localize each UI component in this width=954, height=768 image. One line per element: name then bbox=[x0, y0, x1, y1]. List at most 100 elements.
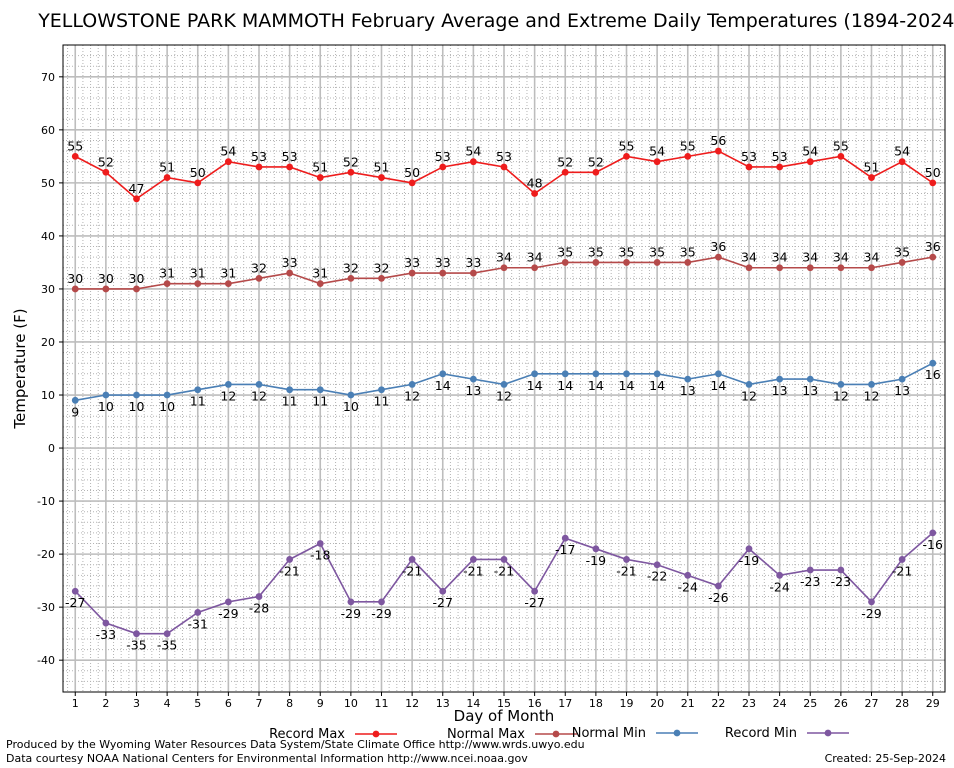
data-point-record-max bbox=[592, 168, 600, 176]
x-tick-label: 9 bbox=[317, 697, 324, 710]
data-label-record-max: 51 bbox=[374, 160, 390, 175]
data-label-record-min: -33 bbox=[96, 627, 116, 642]
data-point-normal-min bbox=[255, 381, 263, 388]
data-point-record-min bbox=[347, 598, 355, 606]
data-label-normal-min: 13 bbox=[802, 383, 818, 398]
data-label-normal-min: 11 bbox=[282, 394, 298, 409]
y-tick-label: 20 bbox=[41, 336, 55, 349]
x-tick-label: 5 bbox=[194, 697, 201, 710]
data-label-normal-max: 33 bbox=[404, 255, 420, 270]
data-label-record-max: 50 bbox=[404, 165, 420, 180]
x-tick-label: 18 bbox=[589, 697, 603, 710]
data-label-record-max: 51 bbox=[864, 160, 880, 175]
series-record-min: -27 -33 -35 -35 -31 -29 -28 -21 -18 -29 -29 -21 -27 -… bbox=[65, 529, 943, 653]
data-label-record-min: -29 bbox=[371, 606, 391, 621]
y-tick-label: 60 bbox=[41, 124, 55, 137]
data-point-normal-min bbox=[439, 370, 447, 378]
data-point-normal-min bbox=[224, 381, 232, 388]
data-label-record-max: 53 bbox=[251, 149, 267, 164]
data-label-record-max: 53 bbox=[282, 149, 298, 164]
data-label-record-min: -22 bbox=[647, 569, 667, 584]
data-point-record-max bbox=[868, 174, 875, 181]
data-point-normal-min bbox=[316, 386, 324, 394]
data-point-record-max bbox=[408, 179, 416, 187]
data-point-record-max bbox=[378, 174, 385, 181]
data-label-normal-min: 14 bbox=[557, 378, 573, 393]
data-label-record-min: -21 bbox=[892, 563, 912, 578]
data-label-normal-max: 31 bbox=[159, 266, 175, 281]
legend-label-record-max: Record Max bbox=[269, 727, 345, 742]
data-label-normal-max: 33 bbox=[435, 255, 451, 270]
data-label-normal-max: 34 bbox=[496, 250, 512, 265]
data-label-record-max: 53 bbox=[435, 149, 451, 164]
y-tick-label: -40 bbox=[37, 654, 55, 667]
legend: Record Max Normal Max Normal Min Record Min bbox=[269, 726, 849, 742]
data-point-normal-min bbox=[929, 359, 937, 367]
data-label-normal-max: 35 bbox=[588, 244, 604, 259]
data-point-record-min bbox=[500, 556, 508, 563]
data-point-normal-min bbox=[714, 370, 722, 378]
data-label-record-max: 52 bbox=[588, 154, 604, 169]
x-tick-label: 2 bbox=[102, 697, 109, 710]
data-label-normal-max: 30 bbox=[129, 271, 145, 286]
data-label-normal-min: 13 bbox=[465, 383, 481, 398]
x-tick-label: 3 bbox=[133, 697, 140, 710]
data-label-record-max: 50 bbox=[190, 165, 206, 180]
data-point-record-max bbox=[531, 190, 539, 197]
data-point-record-max bbox=[837, 152, 845, 160]
data-point-normal-min bbox=[745, 381, 753, 388]
data-point-normal-max bbox=[347, 274, 355, 282]
data-point-normal-min bbox=[684, 375, 692, 383]
x-tick-label: 27 bbox=[865, 697, 879, 710]
data-point-record-min bbox=[71, 587, 79, 595]
data-label-record-max: 53 bbox=[496, 149, 512, 164]
data-label-record-min: -19 bbox=[586, 553, 606, 568]
legend-label-record-min: Record Min bbox=[725, 726, 797, 741]
data-point-record-min bbox=[623, 556, 630, 563]
data-label-record-max: 55 bbox=[680, 138, 696, 153]
data-label-record-max: 51 bbox=[312, 160, 328, 175]
data-point-record-min bbox=[898, 556, 906, 563]
data-label-normal-max: 33 bbox=[465, 255, 481, 270]
data-label-record-max: 55 bbox=[67, 138, 83, 153]
data-label-normal-min: 12 bbox=[833, 388, 849, 403]
data-label-record-min: -18 bbox=[310, 548, 330, 563]
data-point-record-max bbox=[255, 163, 263, 171]
x-tick-label: 19 bbox=[620, 697, 634, 710]
x-tick-label: 16 bbox=[528, 697, 542, 710]
data-point-normal-max bbox=[316, 280, 324, 288]
x-axis-ticks: 1 2 3 4 5 6 7 8 9 10 11 12 13 14 15 16 17 18 19 20 21 22 23 24 2… bbox=[72, 692, 940, 710]
x-tick-label: 13 bbox=[436, 697, 450, 710]
series-normal-min: 9 10 10 10 11 12 12 11 11 10 11 12 14 13 12 14 14 14 14 14 1… bbox=[71, 359, 941, 419]
data-point-record-max bbox=[500, 163, 508, 171]
data-label-record-max: 54 bbox=[649, 144, 665, 159]
data-label-record-max: 55 bbox=[619, 138, 635, 153]
data-point-record-max bbox=[623, 152, 630, 160]
data-label-record-min: -17 bbox=[555, 542, 575, 557]
data-point-normal-min bbox=[500, 381, 508, 388]
data-point-record-max bbox=[439, 163, 447, 171]
legend-marker-normal-min bbox=[673, 729, 681, 737]
data-label-normal-min: 12 bbox=[496, 388, 512, 403]
data-label-normal-max: 32 bbox=[374, 260, 390, 275]
data-label-record-min: -26 bbox=[708, 590, 728, 605]
data-label-normal-max: 31 bbox=[190, 266, 206, 281]
legend-label-normal-max: Normal Max bbox=[447, 727, 525, 742]
data-label-normal-min: 10 bbox=[159, 399, 175, 414]
data-point-record-min bbox=[561, 534, 569, 542]
data-point-normal-min bbox=[653, 370, 661, 378]
data-label-record-max: 56 bbox=[710, 133, 726, 148]
legend-marker-normal-max bbox=[552, 730, 560, 738]
data-point-normal-min bbox=[806, 375, 814, 383]
data-point-normal-min bbox=[163, 391, 171, 399]
data-label-record-min: -16 bbox=[923, 537, 943, 552]
major-gridlines bbox=[63, 45, 945, 692]
data-point-normal-min bbox=[71, 396, 79, 404]
data-label-record-min: -35 bbox=[157, 638, 177, 653]
data-point-normal-min bbox=[837, 381, 845, 388]
y-tick-label: 10 bbox=[41, 389, 55, 402]
data-label-normal-min: 12 bbox=[251, 388, 267, 403]
data-label-normal-min: 14 bbox=[710, 378, 726, 393]
x-tick-label: 24 bbox=[773, 697, 787, 710]
